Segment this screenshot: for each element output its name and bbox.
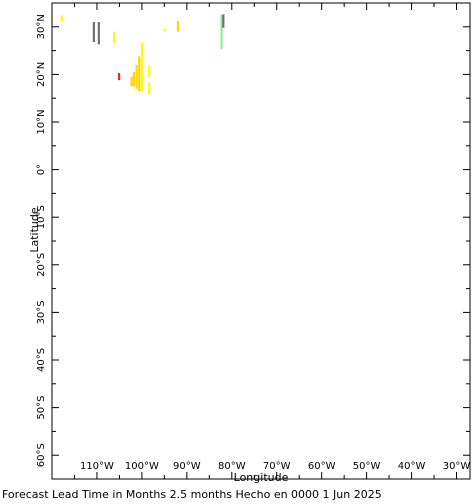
x-tick-label: 50°W (353, 461, 381, 472)
x-axis-ticks: 110°W 100°W 90°W 80°W 70°W 60°W 50°W 40°W 30°W (73, 3, 471, 479)
y-tick-label: 30°N (36, 14, 47, 39)
forecast-cells (60, 14, 225, 95)
forecast-cell (60, 15, 64, 23)
x-tick-label: 100°W (125, 461, 159, 472)
forecast-cell (148, 64, 151, 77)
forecast-cell (135, 64, 138, 89)
x-tick-label: 60°W (308, 461, 336, 472)
plot-frame (51, 2, 471, 480)
y-axis-ticks: 30°N 20°N 10°N 0° 10°S 20°S 30°S 40°S 50°S 60°S (36, 14, 470, 467)
y-tick-label: 30°S (36, 300, 47, 324)
x-tick-label: 30°W (443, 461, 471, 472)
forecast-cell (163, 28, 166, 32)
forecast-cell (176, 21, 180, 32)
x-tick-label: 80°W (218, 461, 246, 472)
forecast-cell (117, 72, 121, 81)
forecast-cell (148, 82, 151, 95)
y-axis-label: Latitude (28, 207, 41, 253)
x-tick-label: 90°W (173, 461, 201, 472)
forecast-cell (220, 14, 223, 50)
forecast-cell (132, 72, 136, 87)
forecast-cell (138, 56, 141, 92)
forecast-cell (113, 31, 116, 43)
forecast-cell (92, 22, 95, 43)
x-tick-label: 40°W (398, 461, 426, 472)
forecast-cell (130, 76, 133, 87)
y-tick-label: 20°N (36, 62, 47, 87)
forecast-cell (97, 22, 100, 45)
forecast-cell (222, 14, 225, 28)
y-tick-label: 20°S (36, 253, 47, 277)
y-tick-label: 10°S (36, 205, 47, 229)
y-tick-label: 50°S (36, 396, 47, 420)
x-axis-label: Longitude (234, 471, 289, 484)
y-tick-label: 10°N (36, 109, 47, 134)
caption: Forecast Lead Time in Months 2.5 months … (2, 488, 382, 501)
y-tick-label: 0° (36, 164, 47, 175)
forecast-cell (140, 42, 144, 92)
x-tick-label: 110°W (80, 461, 114, 472)
y-tick-label: 40°S (36, 348, 47, 372)
y-tick-label: 60°S (36, 443, 47, 467)
x-tick-label: 70°W (263, 461, 291, 472)
